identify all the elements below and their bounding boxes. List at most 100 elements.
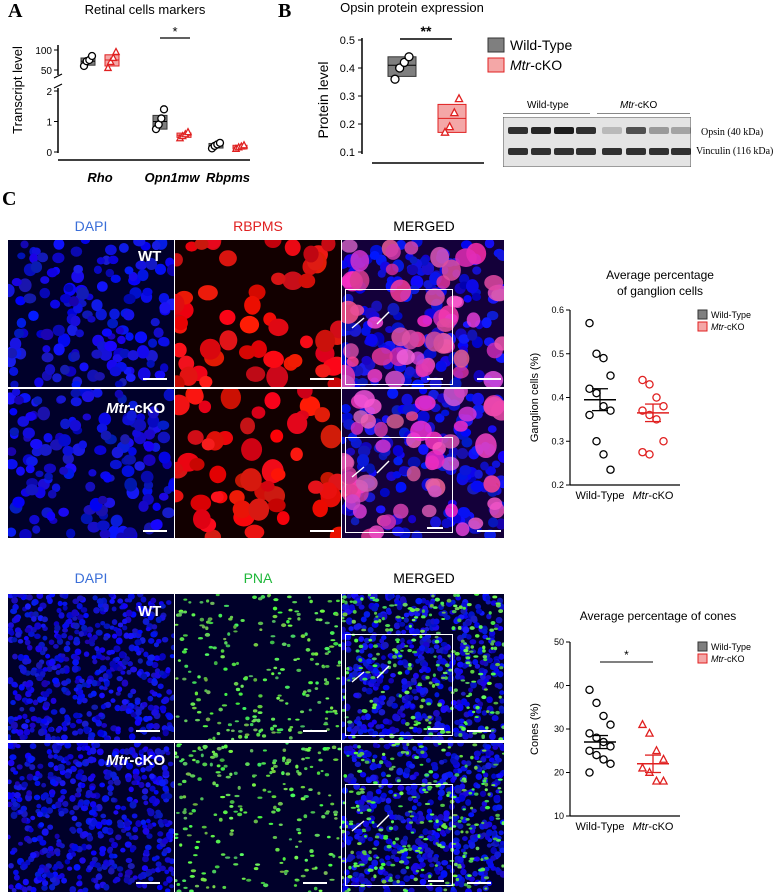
nucleus xyxy=(361,643,369,651)
cone-cell xyxy=(471,680,477,683)
cone-cell xyxy=(237,812,243,817)
nucleus xyxy=(365,463,376,474)
nucleus xyxy=(155,616,162,624)
cone-cell xyxy=(359,788,365,791)
nucleus xyxy=(148,723,155,729)
nucleus xyxy=(103,883,110,891)
nucleus xyxy=(412,798,419,804)
blot-band-opsin xyxy=(602,127,622,134)
cone-cell xyxy=(398,694,402,698)
cone-cell xyxy=(212,646,217,650)
nucleus xyxy=(76,699,82,705)
nucleus xyxy=(343,835,349,841)
cone-cell xyxy=(407,649,412,653)
cone-cell xyxy=(307,689,312,693)
cone-cell xyxy=(484,856,489,860)
cone-cell xyxy=(243,811,248,814)
nucleus xyxy=(392,713,399,721)
ganglion-cell xyxy=(417,315,433,327)
nucleus xyxy=(122,618,128,625)
ganglion-cell xyxy=(175,315,188,331)
cone-cell xyxy=(233,771,238,776)
cone-cell xyxy=(191,808,196,813)
ganglion-cell xyxy=(314,407,331,423)
cone-cell xyxy=(182,795,187,799)
cone-cell xyxy=(410,738,415,740)
nucleus xyxy=(107,867,115,875)
data-point xyxy=(599,401,608,411)
cone-cell xyxy=(303,814,308,819)
nucleus xyxy=(55,727,62,734)
nucleus xyxy=(344,640,352,647)
nucleus xyxy=(34,622,42,630)
nucleus xyxy=(70,778,76,785)
cone-cell xyxy=(407,844,411,848)
cone-cell xyxy=(272,724,278,728)
nucleus xyxy=(34,780,41,787)
nucleus xyxy=(371,605,379,612)
data-point xyxy=(585,685,594,695)
cone-cell xyxy=(293,884,298,887)
nucleus xyxy=(8,622,14,629)
nucleus xyxy=(462,836,468,841)
cone-cell xyxy=(483,777,488,780)
cone-cell xyxy=(201,825,207,829)
nucleus xyxy=(124,477,138,492)
cone-cell xyxy=(223,604,230,607)
nucleus xyxy=(55,736,61,740)
nucleus xyxy=(99,665,107,672)
nucleus xyxy=(12,801,19,807)
nucleus xyxy=(469,639,477,645)
nucleus xyxy=(412,726,418,733)
cone-cell xyxy=(371,706,377,710)
nucleus xyxy=(137,269,149,282)
nucleus xyxy=(70,397,82,407)
nucleus xyxy=(100,430,112,441)
cone-cell xyxy=(483,688,488,691)
nucleus xyxy=(161,838,169,845)
cone-cell xyxy=(373,644,379,648)
nucleus xyxy=(40,623,46,628)
cone-cell xyxy=(352,600,358,604)
nucleus xyxy=(393,622,401,630)
nucleus xyxy=(362,820,370,828)
nucleus xyxy=(146,715,153,721)
nucleus xyxy=(110,797,116,803)
cone-cell xyxy=(355,649,360,653)
nucleus xyxy=(166,713,174,721)
cone-cell xyxy=(498,737,504,740)
cone-cell xyxy=(470,755,474,760)
cone-cell xyxy=(257,711,263,715)
nucleus xyxy=(138,781,145,789)
nucleus xyxy=(468,876,475,882)
nucleus xyxy=(492,745,499,750)
nucleus xyxy=(31,836,38,843)
cone-cell xyxy=(182,761,188,766)
cone-cell xyxy=(241,877,246,880)
nucleus xyxy=(398,465,410,476)
cone-cell xyxy=(263,883,269,888)
ganglion-cell xyxy=(404,241,419,255)
cone-cell xyxy=(481,695,487,700)
ganglion-cell xyxy=(312,499,328,518)
nucleus xyxy=(123,748,130,755)
nucleus xyxy=(52,252,65,264)
nucleus xyxy=(166,876,173,883)
merged-inset-wt-top xyxy=(345,289,453,385)
cone-cell xyxy=(307,638,311,642)
nucleus xyxy=(436,666,444,672)
nucleus xyxy=(52,677,60,685)
ganglion-cell xyxy=(268,318,289,337)
nucleus xyxy=(37,606,43,612)
blot-band-vinculin xyxy=(626,148,646,155)
cone-cell xyxy=(444,663,450,668)
cone-cell xyxy=(222,810,228,815)
cone-cell xyxy=(414,607,420,612)
cone-cell xyxy=(260,728,264,732)
nucleus xyxy=(95,629,103,636)
nucleus xyxy=(132,429,141,438)
cone-cell xyxy=(440,676,446,680)
ganglion-cell xyxy=(468,517,484,530)
cone-cell xyxy=(372,664,378,668)
nucleus xyxy=(56,841,63,847)
